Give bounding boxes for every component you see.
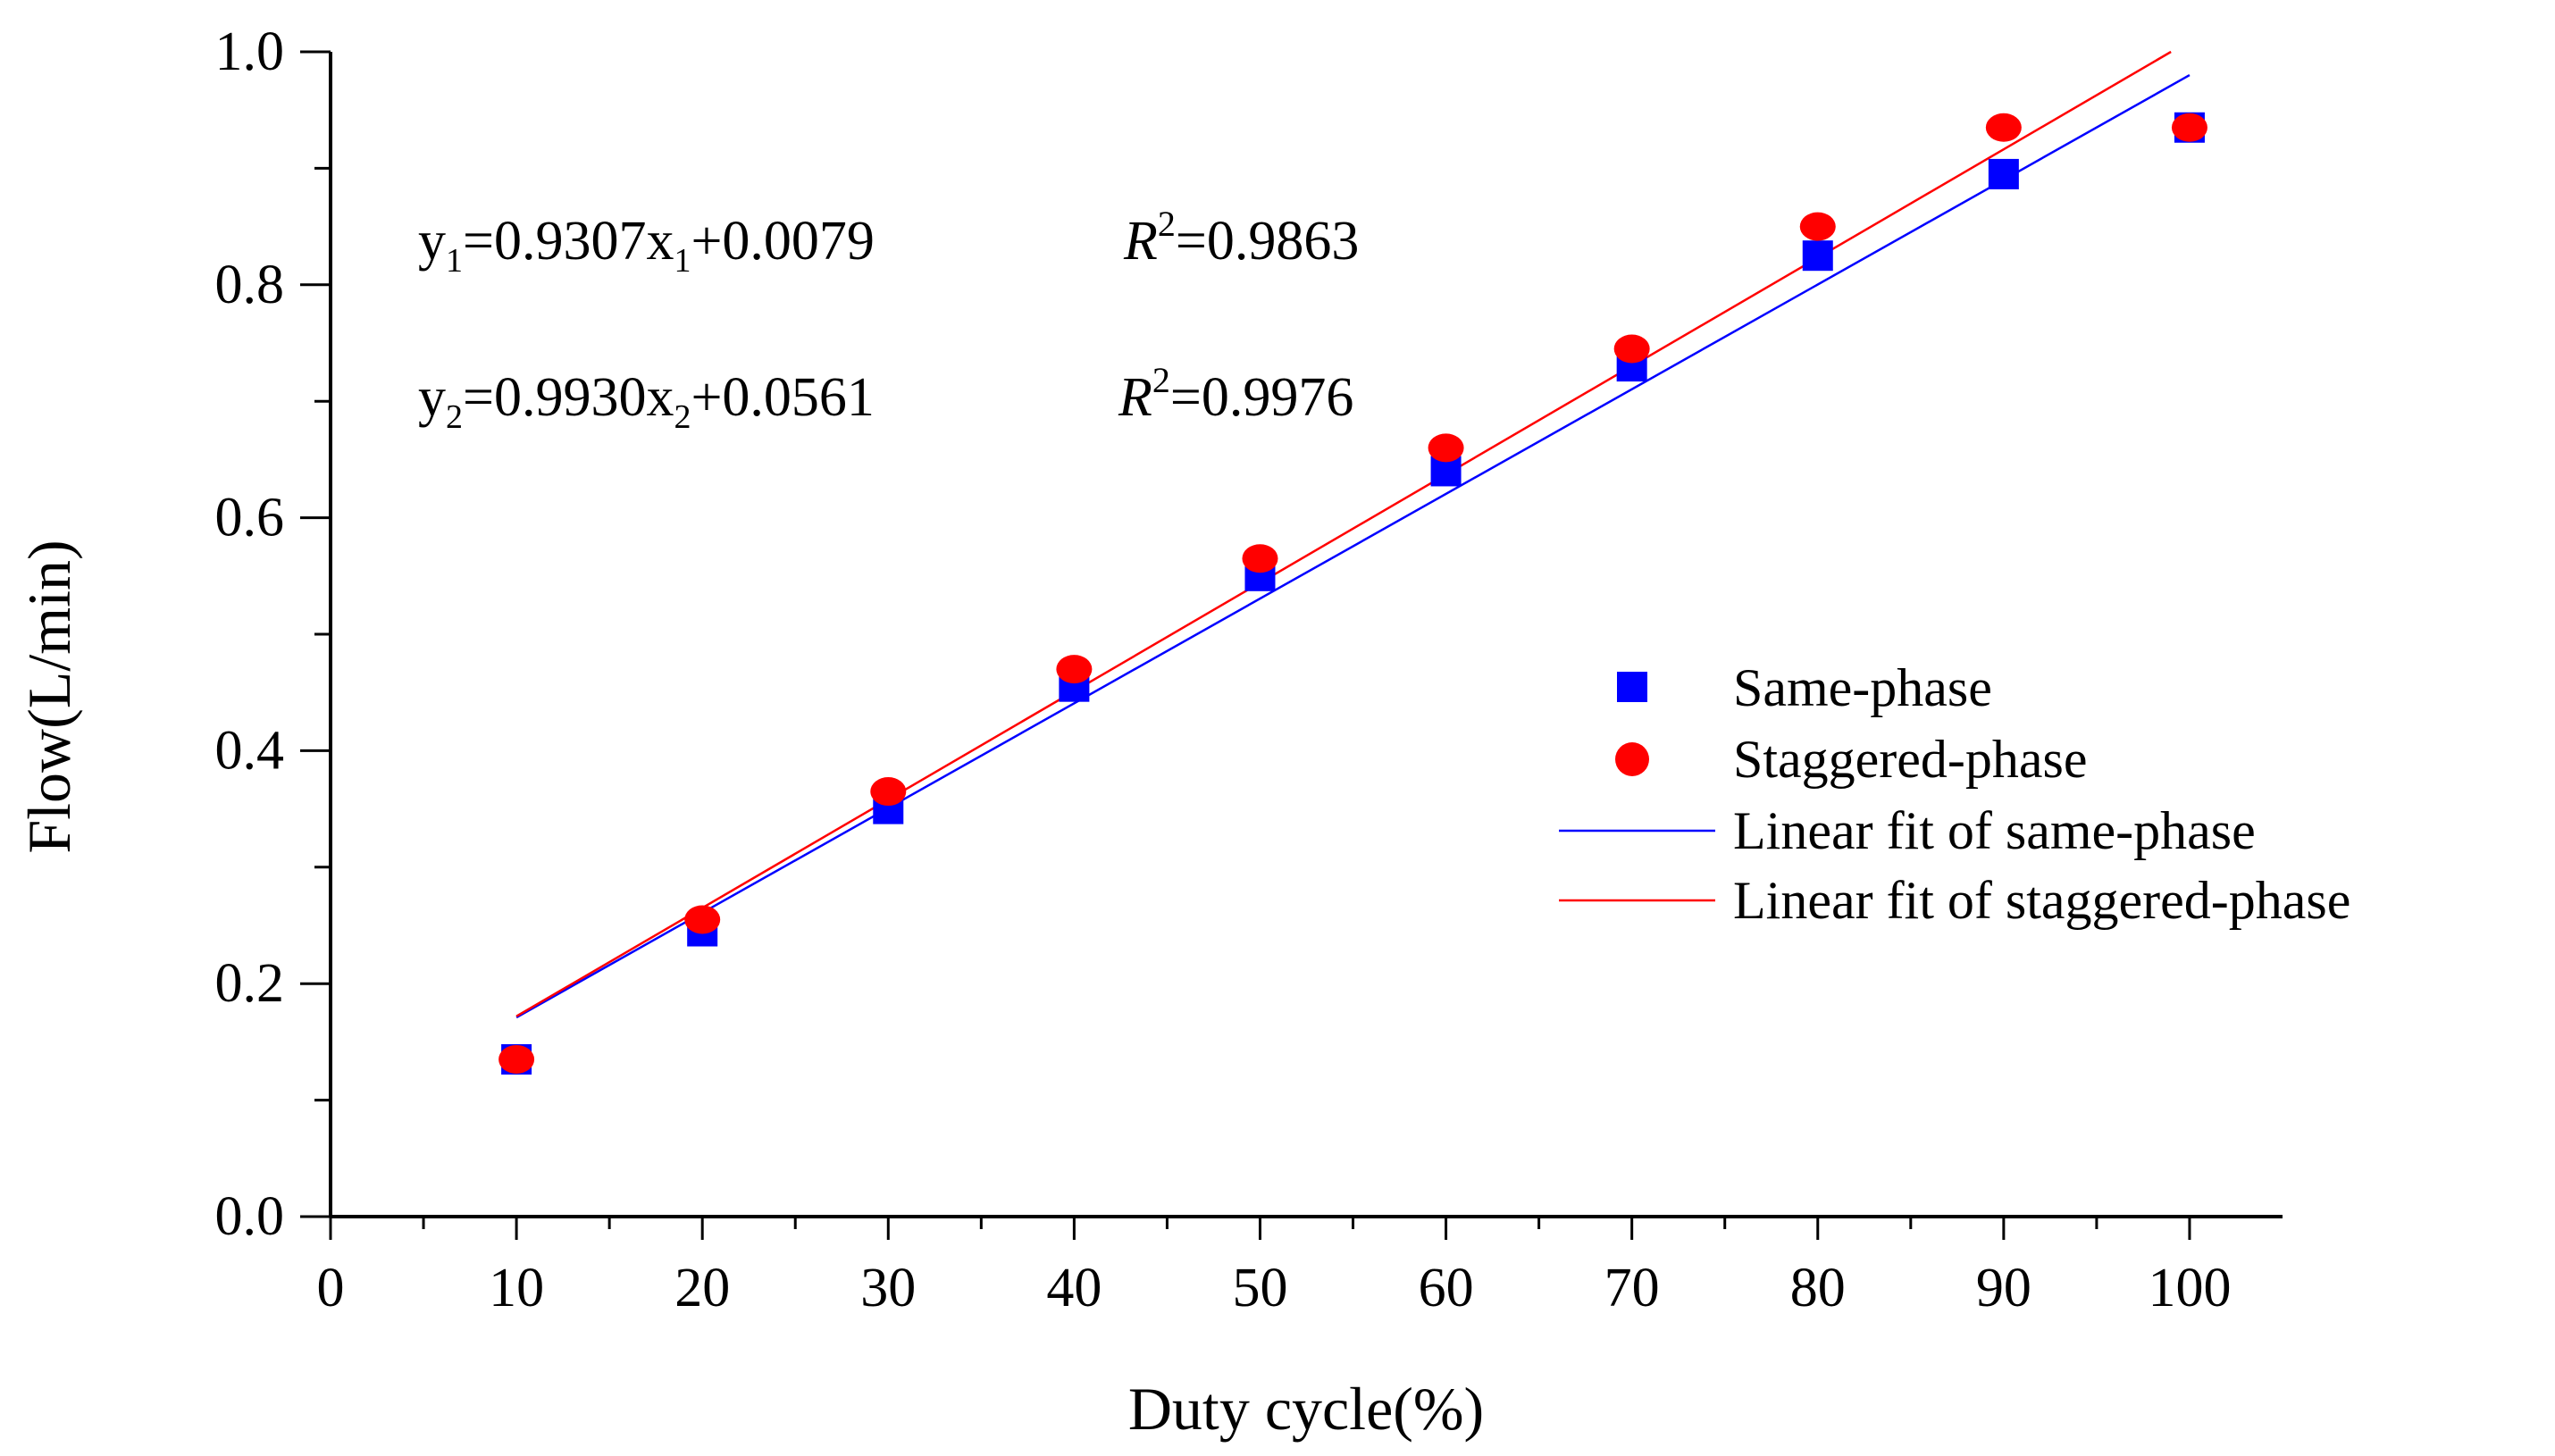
x-tick-label: 0: [317, 1258, 345, 1318]
axes: 0 10 20 30 40 50 60 70 80 90 100 0.0 0.2 0.4 0.6 0.8 1.0: [215, 21, 2283, 1318]
eq2-y: y: [418, 367, 446, 428]
eq1-coefficient: =0.9307x: [463, 211, 674, 272]
eq2-r-value: =0.9976: [1170, 367, 1353, 428]
x-tick-label: 80: [1790, 1258, 1846, 1318]
legend-label-staggered-phase: Staggered-phase: [1733, 730, 2088, 789]
legend-label-same-phase: Same-phase: [1733, 658, 1992, 717]
svg-text:y1=0.9307x1+0.0079: y1=0.9307x1+0.0079: [418, 211, 875, 280]
data-points: [498, 112, 2207, 1075]
point-staggered-phase: [684, 905, 721, 934]
point-staggered-phase: [1613, 334, 1650, 364]
point-same-phase: [1802, 240, 1833, 272]
fit-line-same-phase: [515, 73, 2191, 1019]
y-tick-label: 0.4: [215, 720, 285, 781]
legend-label-staggered-phase-fit: Linear fit of staggered-phase: [1733, 871, 2350, 930]
svg-text:R2=0.9976: R2=0.9976: [1118, 360, 1353, 428]
x-tick-label: 100: [2148, 1258, 2231, 1318]
x-tick-label: 90: [1976, 1258, 2031, 1318]
x-tick-label: 10: [489, 1258, 544, 1318]
x-tick-label: 60: [1419, 1258, 1474, 1318]
x-axis-title: Duty cycle(%): [1128, 1375, 1484, 1443]
legend-label-same-phase-fit: Linear fit of same-phase: [1733, 801, 2256, 860]
fit-line-staggered-phase: [515, 50, 2172, 1017]
svg-text:y2=0.9930x2+0.0561: y2=0.9930x2+0.0561: [418, 367, 875, 436]
eq2-x-subscript: 2: [674, 398, 691, 436]
x-tick-label: 30: [860, 1258, 916, 1318]
point-staggered-phase: [870, 777, 907, 807]
point-same-phase: [1988, 158, 2019, 189]
eq1-r-value: =0.9863: [1176, 211, 1359, 272]
equation-staggered-phase: y2=0.9930x2+0.0561 R2=0.9976: [418, 360, 1353, 436]
eq1-r-superscript: 2: [1158, 204, 1176, 244]
point-staggered-phase: [1985, 113, 2022, 142]
y-tick-label: 0.8: [215, 255, 285, 315]
x-tick-label: 70: [1604, 1258, 1660, 1318]
svg-text:R2=0.9863: R2=0.9863: [1123, 204, 1359, 272]
point-staggered-phase: [1428, 433, 1464, 463]
point-staggered-phase: [1242, 544, 1278, 573]
point-staggered-phase: [498, 1044, 535, 1074]
eq2-coefficient: =0.9930x: [463, 367, 674, 428]
eq2-r: R: [1118, 367, 1152, 428]
eq2-y-subscript: 2: [446, 398, 463, 436]
y-tick-label: 0.2: [215, 953, 285, 1014]
equation-same-phase: y1=0.9307x1+0.0079 R2=0.9863: [418, 204, 1359, 280]
x-tick-label: 50: [1232, 1258, 1287, 1318]
y-axis-title: Flow(L/min): [15, 540, 83, 853]
legend-marker-staggered-phase: [1615, 742, 1649, 776]
x-tick-label: 40: [1046, 1258, 1102, 1318]
eq2-intercept: +0.0561: [691, 367, 874, 428]
y-tick-label: 0.0: [215, 1186, 285, 1247]
x-tick-label: 20: [674, 1258, 730, 1318]
eq1-r: R: [1123, 211, 1158, 272]
eq1-y: y: [418, 211, 446, 272]
legend-marker-same-phase: [1617, 672, 1647, 702]
point-staggered-phase: [1799, 212, 1836, 241]
eq1-y-subscript: 1: [446, 242, 463, 280]
legend: Same-phase Staggered-phase Linear fit of…: [1559, 658, 2350, 930]
point-staggered-phase: [1056, 655, 1093, 684]
y-tick-label: 0.6: [215, 488, 285, 548]
eq2-r-superscript: 2: [1152, 360, 1170, 400]
eq1-x-subscript: 1: [674, 242, 691, 280]
y-tick-label: 1.0: [215, 21, 285, 82]
fit-lines: [515, 50, 2191, 1019]
eq1-intercept: +0.0079: [691, 211, 874, 272]
point-staggered-phase: [2171, 113, 2207, 142]
